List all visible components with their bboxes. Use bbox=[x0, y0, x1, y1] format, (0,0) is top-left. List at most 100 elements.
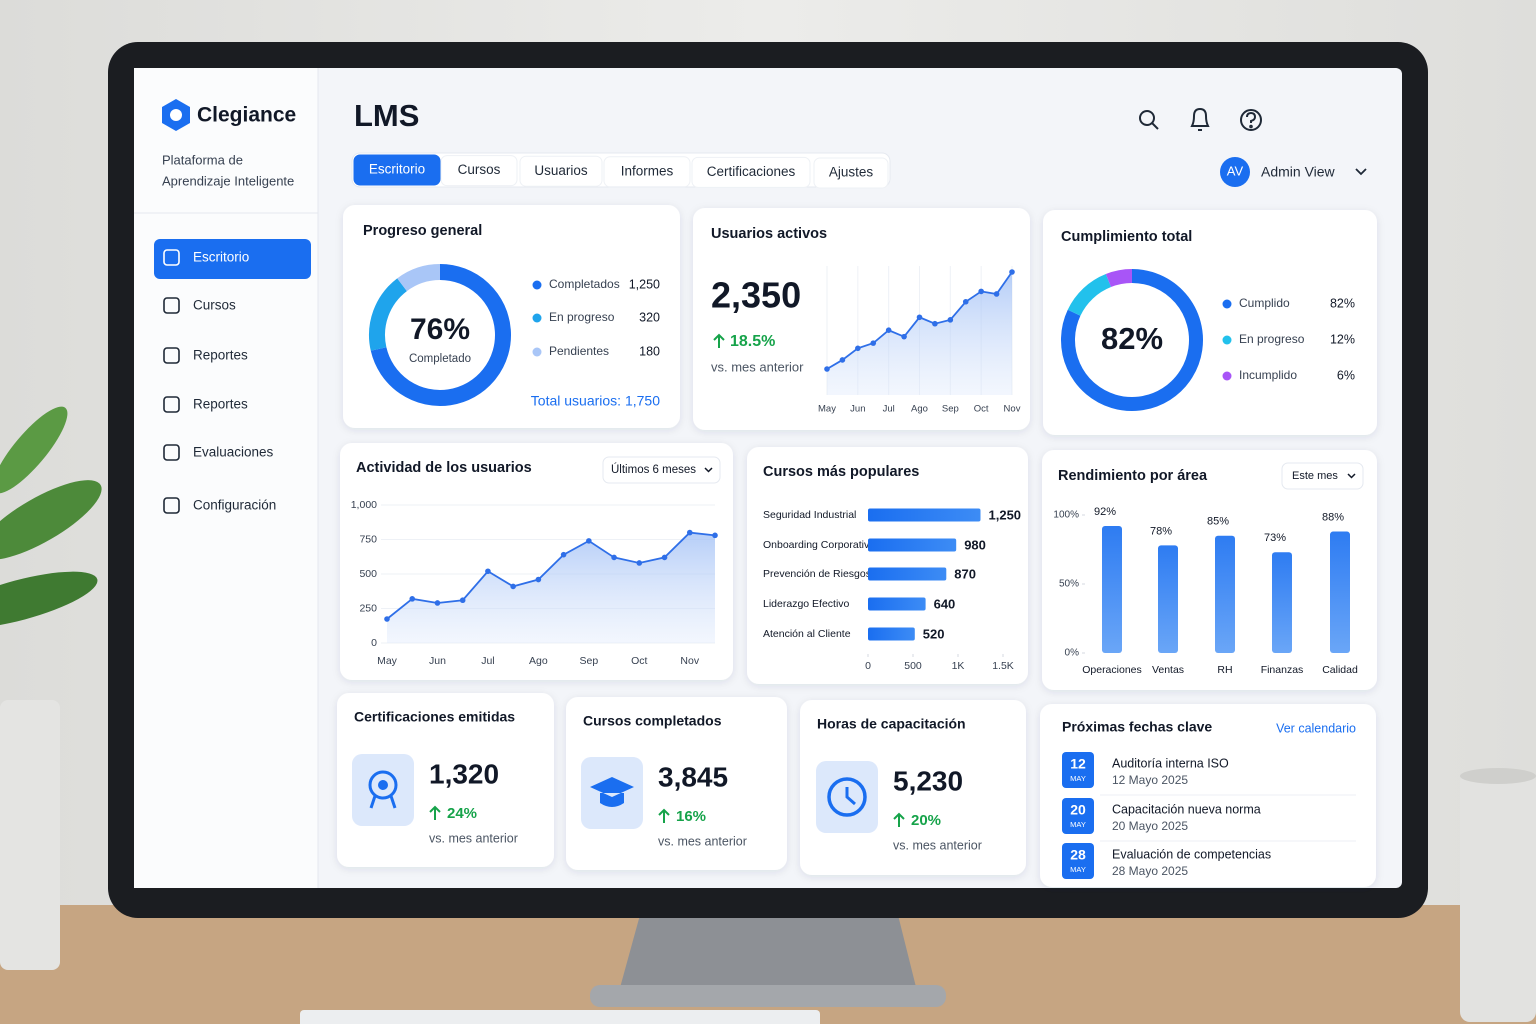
y-tick-label: 100% bbox=[1053, 510, 1079, 521]
kpi-change: 16% bbox=[676, 808, 706, 825]
legend-label: En progreso bbox=[549, 310, 615, 324]
nav-item[interactable]: Escritorio bbox=[193, 250, 249, 265]
nav-icon bbox=[163, 497, 180, 514]
date-day: 20 bbox=[1070, 802, 1086, 818]
tab[interactable] bbox=[440, 155, 518, 187]
kpi-value: 5,230 bbox=[893, 765, 963, 796]
donut-center-label: Completado bbox=[409, 353, 471, 365]
bar-category: Atención al Cliente bbox=[763, 628, 851, 640]
tab-label[interactable]: Ajustes bbox=[829, 165, 874, 180]
search-icon[interactable] bbox=[1139, 110, 1159, 130]
bar-value-label: 78% bbox=[1150, 525, 1172, 537]
date-badge bbox=[1062, 752, 1094, 788]
bar-category: Onboarding Corporativo bbox=[763, 539, 875, 551]
line-point bbox=[839, 357, 846, 363]
user-name[interactable]: Admin View bbox=[1261, 164, 1336, 180]
nav-item[interactable]: Evaluaciones bbox=[193, 445, 274, 460]
tab-label[interactable]: Escritorio bbox=[369, 162, 425, 177]
line-point bbox=[855, 345, 861, 352]
help-icon[interactable] bbox=[1240, 109, 1262, 131]
donut-center-value: 76% bbox=[410, 313, 470, 346]
tab-label[interactable]: Usuarios bbox=[534, 163, 588, 178]
line-point bbox=[947, 317, 954, 323]
bar bbox=[868, 567, 947, 581]
y-tick-label: 50% bbox=[1059, 579, 1079, 590]
event-title: Capacitación nueva norma bbox=[1112, 802, 1261, 816]
line-point bbox=[932, 320, 938, 327]
total-users: Total usuarios: 1,750 bbox=[531, 393, 660, 409]
monitor-stand bbox=[618, 915, 918, 995]
x-tick-label: Jul bbox=[883, 404, 895, 415]
x-tick-label: Oct bbox=[631, 655, 647, 667]
filter-dropdown[interactable] bbox=[1281, 462, 1364, 490]
nav-item[interactable]: Configuración bbox=[193, 498, 276, 513]
filter-label[interactable]: Este mes bbox=[1292, 470, 1338, 482]
kpi-value: 3,845 bbox=[658, 761, 728, 792]
card bbox=[1043, 210, 1377, 435]
y-tick-label: 250 bbox=[359, 602, 377, 614]
trend-up-icon bbox=[713, 333, 725, 348]
kpi-note: vs. mes anterior bbox=[711, 359, 804, 374]
line-point bbox=[535, 576, 542, 583]
tab-label[interactable]: Certificaciones bbox=[707, 164, 796, 179]
nav-icon bbox=[163, 347, 180, 364]
brand-tagline: Plataforma de bbox=[162, 152, 243, 167]
line-point bbox=[712, 532, 718, 539]
calendar-link[interactable]: Ver calendario bbox=[1276, 721, 1356, 735]
nav-icon bbox=[163, 444, 180, 461]
bar-value-label: 520 bbox=[923, 626, 945, 641]
donut-segment bbox=[1105, 269, 1133, 288]
card-title: Cursos completados bbox=[583, 713, 722, 729]
bar bbox=[868, 597, 926, 611]
line-point bbox=[885, 327, 892, 334]
sidebar bbox=[134, 68, 318, 888]
line-point bbox=[661, 554, 668, 561]
x-tick-label: Finanzas bbox=[1261, 664, 1304, 676]
x-tick-label: Jul bbox=[481, 655, 494, 667]
bar-value-label: 88% bbox=[1322, 511, 1344, 523]
nav-item[interactable]: Reportes bbox=[193, 348, 248, 363]
line-point bbox=[824, 366, 830, 372]
line-point bbox=[384, 616, 390, 622]
bar bbox=[1272, 552, 1292, 653]
bar bbox=[1215, 535, 1235, 653]
bar-category: Seguridad Industrial bbox=[763, 509, 856, 521]
tab[interactable] bbox=[519, 155, 603, 187]
event-title: Auditoría interna ISO bbox=[1112, 756, 1229, 770]
dropdown-chevron bbox=[704, 467, 713, 473]
tab[interactable] bbox=[353, 154, 441, 186]
donut-segment bbox=[1061, 269, 1203, 411]
y-tick-label: 1,000 bbox=[351, 499, 377, 511]
kpi-note: vs. mes anterior bbox=[658, 834, 747, 848]
user-menu-chevron[interactable] bbox=[1355, 168, 1367, 176]
avatar[interactable] bbox=[1220, 157, 1250, 187]
keyboard bbox=[300, 1010, 820, 1024]
legend-value: 6% bbox=[1337, 368, 1355, 382]
tab[interactable] bbox=[691, 156, 811, 188]
date-badge bbox=[1062, 798, 1094, 834]
bar-value-label: 73% bbox=[1264, 532, 1286, 544]
trend-up-icon bbox=[429, 805, 441, 820]
filter-label[interactable]: Últimos 6 meses bbox=[611, 463, 696, 476]
x-tick-label: Ago bbox=[529, 655, 548, 667]
kpi-note: vs. mes anterior bbox=[429, 831, 518, 845]
card-title: Actividad de los usuarios bbox=[356, 460, 532, 476]
bar-value-label: 640 bbox=[934, 596, 956, 611]
filter-dropdown[interactable] bbox=[602, 456, 721, 484]
nav-icon bbox=[163, 297, 180, 314]
tab-label[interactable]: Cursos bbox=[458, 162, 501, 177]
bar-value-label: 870 bbox=[954, 566, 976, 581]
tab[interactable] bbox=[813, 157, 889, 189]
date-month: MAY bbox=[1070, 865, 1086, 874]
bar bbox=[1330, 531, 1350, 653]
x-tick-label: 1.5K bbox=[992, 660, 1014, 672]
nav-item[interactable]: Cursos bbox=[193, 298, 236, 313]
line-point bbox=[870, 340, 877, 346]
tab[interactable] bbox=[603, 156, 691, 188]
notifications-icon[interactable] bbox=[1190, 107, 1210, 131]
x-tick-label: Sep bbox=[580, 655, 599, 667]
nav-item[interactable]: Reportes bbox=[193, 397, 248, 412]
dropdown-chevron bbox=[1347, 473, 1356, 479]
tab-label[interactable]: Informes bbox=[621, 163, 674, 178]
